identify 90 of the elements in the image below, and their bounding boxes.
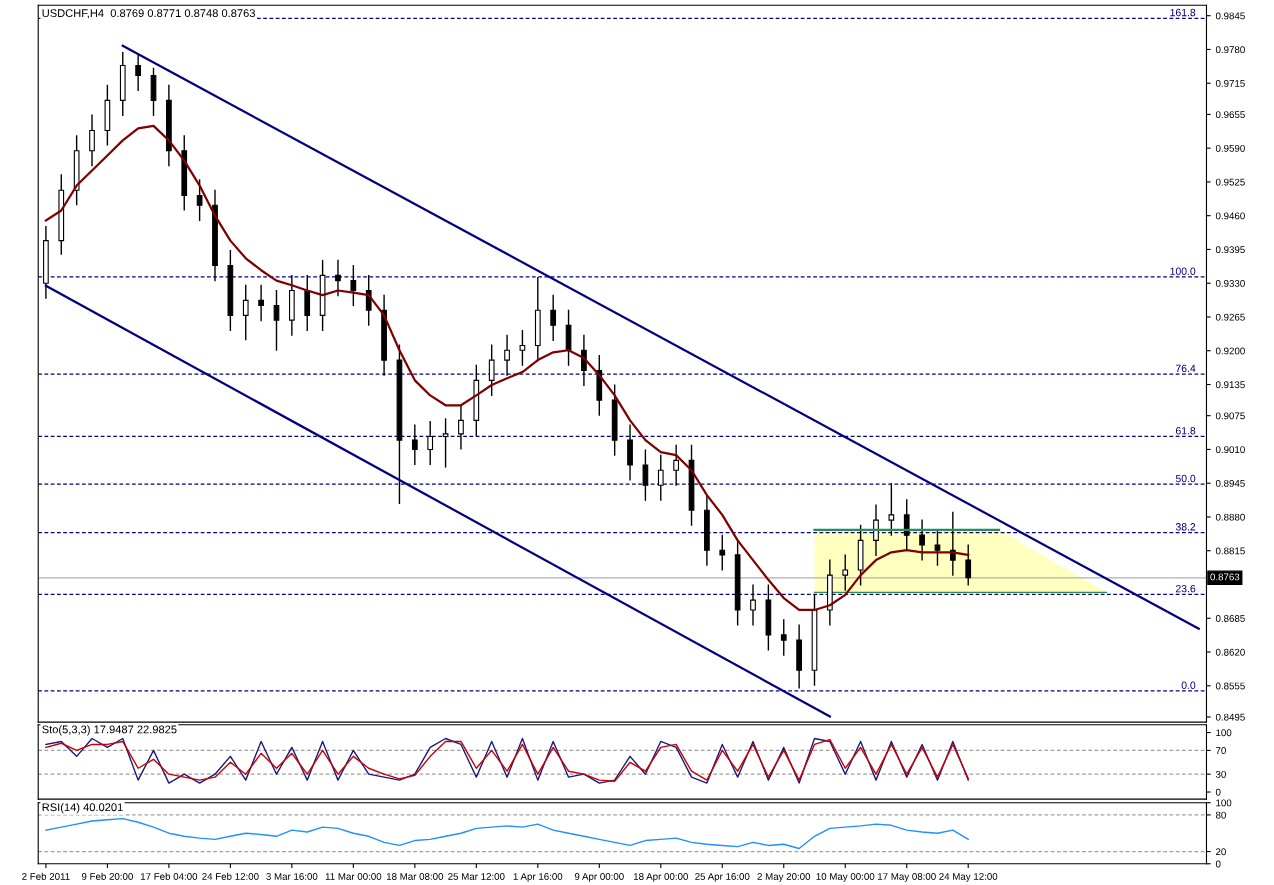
candlestick — [89, 113, 95, 168]
y-tick-label: 0 — [1215, 860, 1221, 868]
ref-line-label: 0.8763 — [1210, 573, 1240, 581]
x-tick-label: 10 May 00:00 — [816, 873, 875, 882]
y-tick-label: 0.9135 — [1215, 381, 1245, 389]
x-tick-label: 1 Apr 16:00 — [513, 873, 563, 882]
candlestick — [135, 53, 141, 92]
y-tick-label: 0.9525 — [1215, 178, 1245, 186]
y-tick-label: 0.9075 — [1215, 412, 1245, 420]
annotation: 161.8 — [1170, 8, 1196, 17]
y-tick-label: 0 — [1215, 788, 1221, 796]
y-tick-label: 80 — [1215, 811, 1226, 819]
annotation: 76.4 — [1175, 364, 1196, 373]
candlestick — [273, 289, 280, 352]
x-tick-label: 24 May 12:00 — [939, 873, 998, 882]
x-tick-label: 17 Feb 04:00 — [140, 872, 198, 880]
y-tick-label: 0.8815 — [1215, 547, 1245, 555]
y-tick-label: 0.9780 — [1215, 46, 1245, 54]
y-tick-label: 100 — [1216, 729, 1232, 737]
y-tick-label: 0.9460 — [1215, 212, 1245, 220]
y-tick-label: 0.9010 — [1215, 446, 1245, 454]
annotation: 38.2 — [1175, 523, 1196, 531]
candlestick — [242, 284, 249, 342]
annotation: 0.0 — [1181, 681, 1196, 689]
x-tick-label: 25 Mar 12:00 — [448, 873, 505, 880]
y-tick-label: 0.8685 — [1215, 615, 1245, 622]
annotation: 50.0 — [1175, 474, 1196, 483]
chart-title: RSI(14) 40.0201 — [42, 803, 123, 814]
y-tick-label: 0.8620 — [1215, 648, 1245, 656]
y-tick-label: 0.8555 — [1215, 682, 1245, 690]
y-tick-label: 0.9655 — [1215, 111, 1245, 119]
candlestick — [903, 498, 910, 552]
y-tick-label: 0.9590 — [1215, 144, 1245, 152]
annotation: 23.6 — [1175, 584, 1196, 593]
y-tick-label: 0.8495 — [1215, 713, 1245, 721]
candlestick — [873, 503, 879, 557]
candlestick — [550, 293, 557, 342]
y-tick-label: 0.9715 — [1215, 79, 1245, 87]
x-tick-label: 17 May 08:00 — [878, 873, 936, 882]
candlestick — [504, 333, 510, 377]
candlestick — [442, 417, 449, 469]
candlestick — [581, 333, 587, 387]
y-tick-label: 0.9200 — [1215, 347, 1245, 355]
x-tick-label: 24 Feb 12:00 — [202, 872, 259, 880]
candlestick — [196, 178, 203, 222]
y-tick-label: 0.9395 — [1215, 246, 1245, 254]
y-tick-label: 100 — [1216, 799, 1232, 807]
y-tick-label: 30 — [1215, 770, 1226, 778]
candlestick — [411, 423, 418, 466]
line-series — [45, 817, 969, 850]
x-tick-label: 2 Feb 2011 — [22, 872, 70, 880]
annotation: 100.0 — [1170, 267, 1196, 275]
chart-title: Sto(5,3,3) 17.9487 22.9825 — [42, 725, 177, 736]
candlestick — [888, 482, 895, 537]
y-tick-label: 0.9265 — [1215, 313, 1245, 321]
candlestick — [488, 343, 495, 397]
candlestick — [365, 274, 372, 327]
candlestick — [780, 618, 787, 657]
x-tick-label: 2 May 20:00 — [757, 873, 811, 882]
candlestick — [258, 284, 264, 322]
candlestick — [719, 533, 726, 572]
x-tick-label: 25 Apr 16:00 — [695, 873, 750, 882]
candlestick — [919, 518, 925, 562]
candlestick — [335, 259, 341, 297]
candlestick — [842, 553, 849, 592]
candlestick — [750, 583, 756, 627]
candlestick — [657, 453, 664, 502]
x-tick-label: 11 Mar 00:00 — [325, 873, 382, 880]
x-tick-label: 9 Apr 00:00 — [574, 873, 624, 882]
y-tick-label: 0.9845 — [1215, 12, 1245, 20]
x-tick-label: 18 Mar 08:00 — [386, 873, 444, 880]
candlestick — [427, 420, 434, 466]
y-tick-label: 0.8945 — [1215, 479, 1245, 487]
candlestick — [673, 444, 680, 487]
candlestick — [965, 543, 972, 587]
line-series — [44, 124, 970, 612]
chart-title: USDCHF,H4 0.8769 0.8771 0.8748 0.8763 — [42, 9, 255, 19]
annotation: 61.8 — [1175, 427, 1196, 435]
y-tick-label: 70 — [1216, 747, 1226, 755]
y-tick-label: 0.9330 — [1215, 279, 1245, 287]
x-tick-label: 9 Feb 20:00 — [81, 872, 133, 880]
candlestick — [642, 448, 649, 502]
y-tick-label: 0.8880 — [1215, 513, 1245, 521]
candlestick — [519, 329, 526, 367]
candlestick — [458, 404, 464, 451]
y-tick-label: 20 — [1215, 848, 1226, 856]
candlestick — [934, 528, 941, 567]
x-tick-label: 3 Mar 16:00 — [266, 873, 318, 880]
candlestick — [350, 264, 357, 307]
x-tick-label: 18 Apr 00:00 — [633, 873, 688, 882]
